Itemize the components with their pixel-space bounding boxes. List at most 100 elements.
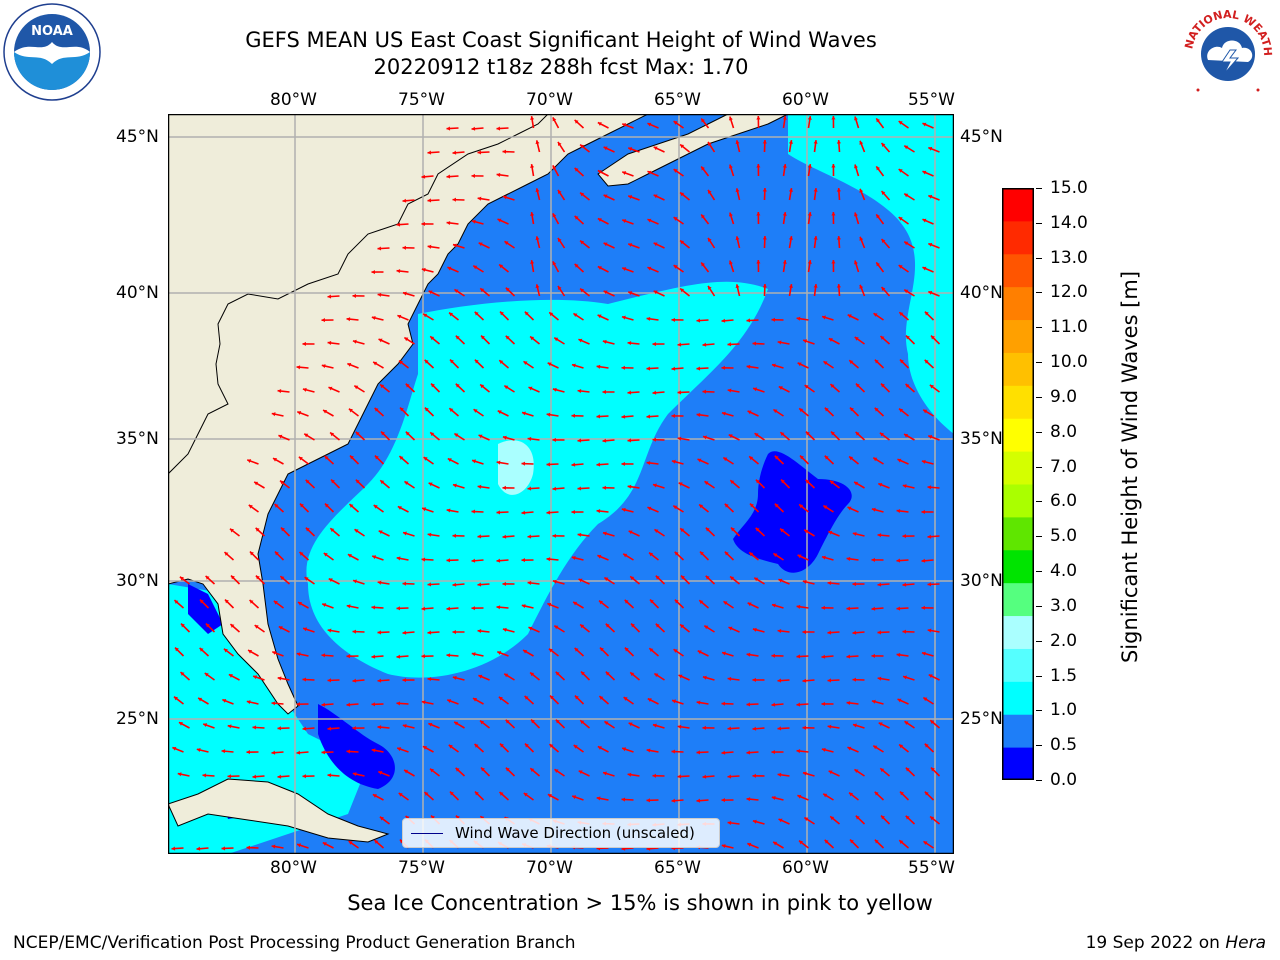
wave-direction-arrowhead <box>630 576 635 581</box>
wave-direction-arrowhead <box>624 599 629 604</box>
wave-direction-arrowhead <box>653 242 658 247</box>
wave-direction-arrowhead <box>876 214 881 219</box>
wave-direction-arrowhead <box>880 336 885 340</box>
wave-direction-arrowhead <box>273 458 277 462</box>
map-legend: Wind Wave Direction (unscaled) <box>402 818 720 848</box>
wave-direction-arrowhead <box>874 839 879 844</box>
wave-direction-arrowhead <box>756 260 761 264</box>
wave-direction-arrowhead <box>898 169 903 173</box>
wave-direction-arrowhead <box>802 629 806 635</box>
lat-label-right-25n: 25°N <box>960 709 1003 729</box>
wave-direction-arrowhead <box>421 267 426 272</box>
wave-direction-arrowhead <box>702 342 707 347</box>
wave-direction-arrowhead <box>813 284 818 288</box>
wave-direction-arrowhead <box>896 508 901 514</box>
wave-direction-arrowhead <box>628 722 633 727</box>
wave-direction-arrowhead <box>429 768 434 773</box>
wave-direction-arrowhead <box>621 365 625 370</box>
wave-direction-arrowhead <box>672 699 676 704</box>
wave-direction-arrowhead <box>702 774 707 779</box>
wave-direction-arrowhead <box>727 388 732 393</box>
wave-direction-arrowhead <box>627 341 632 346</box>
wave-direction-arrowhead <box>921 558 926 563</box>
wave-direction-arrowhead <box>505 719 510 724</box>
wave-direction-arrowhead <box>928 194 933 199</box>
wave-direction-arrowhead <box>773 553 778 558</box>
wave-direction-arrowhead <box>821 605 825 610</box>
wave-direction-arrowhead <box>878 722 883 727</box>
wave-direction-arrowhead <box>278 434 283 439</box>
wave-direction-arrowhead <box>708 285 712 290</box>
wave-direction-arrowhead <box>577 388 582 394</box>
wave-direction-arrowhead <box>449 791 454 796</box>
wave-direction-arrowhead <box>923 409 928 414</box>
wave-direction-arrowhead <box>621 315 626 320</box>
wave-direction-arrowhead <box>746 318 751 323</box>
wave-direction-arrowhead <box>597 170 602 174</box>
wave-direction-arrowhead <box>574 263 579 268</box>
wave-direction-arrowhead <box>496 460 501 465</box>
land-us <box>167 113 649 715</box>
wave-direction-arrowhead <box>204 673 209 677</box>
wave-direction-arrowhead <box>871 606 876 611</box>
wave-direction-arrowhead <box>771 749 775 755</box>
wave-direction-arrowhead <box>881 143 886 147</box>
wave-direction-arrowhead <box>304 577 309 581</box>
wave-direction-arrowhead <box>771 317 775 322</box>
wave-direction-arrowhead <box>471 652 476 657</box>
wave-direction-arrowhead <box>547 794 552 798</box>
wave-direction-arrowhead <box>799 408 804 413</box>
wave-direction-arrowhead <box>374 455 379 460</box>
wave-direction-arrowhead <box>452 675 457 680</box>
wave-direction-arrowhead <box>396 222 401 227</box>
wave-zone-0-0.5-gulf <box>188 584 223 634</box>
wave-direction-arrowhead <box>904 433 909 438</box>
wave-direction-arrowhead <box>752 773 756 778</box>
wave-direction-arrowhead <box>202 773 207 778</box>
lat-label-left-35n: 35°N <box>116 429 159 449</box>
wave-direction-arrowhead <box>402 245 406 250</box>
wave-direction-arrowhead <box>372 794 377 798</box>
wave-direction-arrowhead <box>377 725 382 730</box>
wave-direction-arrowhead <box>277 388 282 394</box>
wave-direction-arrowhead <box>524 743 529 748</box>
wave-direction-arrowhead <box>452 197 456 202</box>
wave-direction-arrowhead <box>398 793 403 797</box>
wave-direction-arrowhead <box>782 164 787 168</box>
wave-direction-arrowhead <box>904 241 909 246</box>
wave-direction-arrowhead <box>246 750 250 755</box>
wave-direction-arrowhead <box>371 269 375 275</box>
wave-direction-arrowhead <box>580 624 585 629</box>
wave-direction-arrowhead <box>859 140 864 145</box>
wave-direction-arrowhead <box>577 532 582 537</box>
wave-direction-arrowhead <box>179 576 184 581</box>
wave-direction-arrowhead <box>849 456 854 461</box>
wave-direction-arrowhead <box>597 122 602 126</box>
wave-direction-arrowhead <box>721 701 726 706</box>
wave-direction-arrowhead <box>807 164 812 168</box>
wave-direction-arrowhead <box>402 198 407 203</box>
wave-direction-arrowhead <box>330 528 335 533</box>
wave-direction-arrowhead <box>557 189 562 194</box>
wave-direction-arrowhead <box>249 551 254 556</box>
wave-direction-arrowhead <box>746 797 751 802</box>
wave-direction-arrowhead <box>347 362 352 367</box>
wave-direction-arrowhead <box>813 236 818 240</box>
wave-direction-arrowhead <box>877 533 882 538</box>
wave-direction-arrowhead <box>455 383 460 388</box>
colorbar-tick-mark <box>1036 222 1042 224</box>
wave-direction-arrowhead <box>823 505 828 510</box>
wave-direction-arrowhead <box>531 719 535 724</box>
wave-direction-arrowhead <box>402 678 406 683</box>
wave-direction-arrowhead <box>348 841 353 845</box>
wave-direction-arrowhead <box>696 798 701 803</box>
wave-direction-arrowhead <box>502 485 506 490</box>
wave-direction-arrowhead <box>397 747 402 752</box>
wave-direction-arrowhead <box>554 337 559 342</box>
nws-logo: NATIONAL WEATHER SERVICE <box>1174 0 1278 102</box>
wave-direction-arrowhead <box>527 436 532 441</box>
wave-direction-arrowhead <box>549 312 554 317</box>
wave-direction-arrowhead <box>504 673 509 678</box>
wave-direction-arrowhead <box>552 579 557 584</box>
wave-direction-arrowhead <box>224 599 229 604</box>
